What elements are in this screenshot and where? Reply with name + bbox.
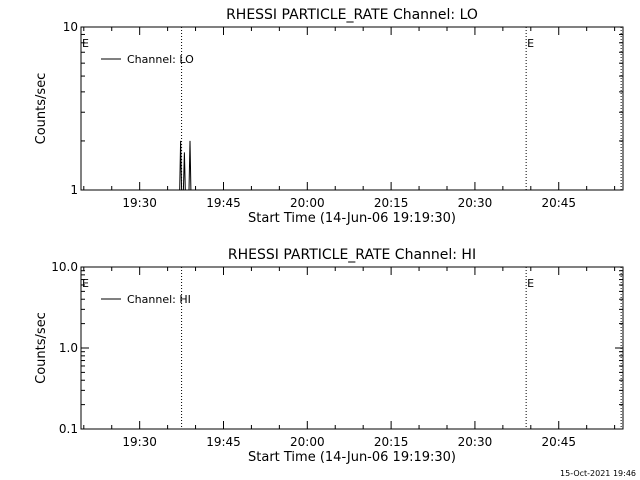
- marker-label: E: [527, 277, 534, 290]
- footer-timestamp: 15-Oct-2021 19:46: [560, 469, 636, 478]
- x-axis-label: Start Time (14-Jun-06 19:19:30): [248, 211, 456, 226]
- edge-marker-label: E: [82, 277, 89, 290]
- x-tick-label: 20:45: [541, 196, 576, 210]
- x-tick-label: 20:30: [458, 435, 493, 449]
- y-axis-label: Counts/sec: [34, 312, 49, 384]
- x-axis-label: Start Time (14-Jun-06 19:19:30): [248, 450, 456, 465]
- series-line: [81, 140, 623, 191]
- plot-frame: [80, 266, 624, 430]
- y-tick-label: 10: [63, 20, 78, 34]
- x-tick-label: 19:30: [122, 435, 157, 449]
- x-tick-label: 20:00: [290, 435, 325, 449]
- marker-label: E: [527, 37, 534, 50]
- x-tick-label: 19:45: [206, 435, 241, 449]
- y-axis-label: Counts/sec: [34, 73, 49, 145]
- x-tick-label: 20:00: [290, 196, 325, 210]
- legend-entry: Channel: HI: [127, 293, 191, 306]
- panel-lo-channel: RHESSI PARTICLE_RATE Channel: LO 1 10 19:30…: [34, 7, 624, 226]
- x-tick-label: 20:15: [374, 196, 409, 210]
- x-tick-label: 19:45: [206, 196, 241, 210]
- x-tick-label: 20:15: [374, 435, 409, 449]
- x-tick-label: 20:30: [458, 196, 493, 210]
- legend-entry: Channel: LO: [127, 53, 194, 66]
- edge-marker-label: E: [82, 37, 89, 50]
- chart-title: RHESSI PARTICLE_RATE Channel: HI: [228, 247, 476, 263]
- x-tick-label: 19:30: [122, 196, 157, 210]
- y-tick-label: 0.1: [59, 422, 78, 436]
- y-tick-label: 1: [70, 183, 78, 197]
- chart-title: RHESSI PARTICLE_RATE Channel: LO: [226, 7, 478, 23]
- panel-hi-channel: RHESSI PARTICLE_RATE Channel: HI 0.1 1.0 10…: [34, 247, 624, 465]
- y-tick-label: 1.0: [59, 341, 78, 355]
- plot-frame: [80, 26, 624, 191]
- y-tick-label: 10.0: [51, 260, 78, 274]
- x-tick-label: 20:45: [541, 435, 576, 449]
